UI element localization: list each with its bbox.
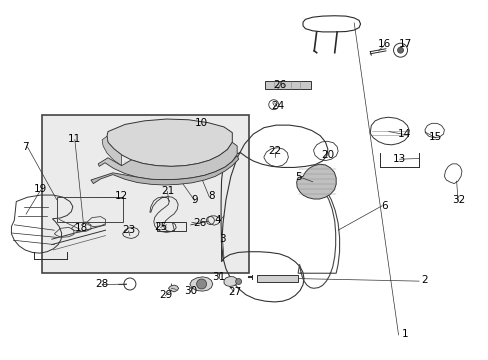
Text: 3: 3 [219,234,225,244]
Polygon shape [102,136,122,166]
Text: 17: 17 [398,40,411,49]
Polygon shape [107,119,232,166]
Bar [264,81,311,89]
Text: 12: 12 [115,191,128,201]
Text: 8: 8 [207,191,214,201]
Polygon shape [168,285,178,292]
Bar [42,116,249,273]
Text: 7: 7 [22,142,28,152]
Text: 23: 23 [122,225,135,235]
Circle shape [235,279,241,284]
Text: 25: 25 [154,222,167,231]
Text: 30: 30 [184,286,197,296]
Text: 11: 11 [68,135,81,144]
Text: 10: 10 [195,118,208,128]
Circle shape [397,47,403,53]
Text: 28: 28 [95,279,108,289]
Circle shape [196,279,206,289]
Polygon shape [296,164,335,199]
Polygon shape [98,142,237,180]
Text: 22: 22 [267,146,281,156]
Text: 4: 4 [214,215,221,225]
Text: 29: 29 [159,290,172,300]
Text: 31: 31 [212,272,225,282]
Polygon shape [189,277,212,291]
Text: 13: 13 [392,154,406,164]
Bar [157,222,185,231]
Polygon shape [224,276,237,287]
Text: 27: 27 [228,287,241,297]
Text: 24: 24 [270,102,284,112]
Text: 6: 6 [381,201,387,211]
Polygon shape [91,156,238,185]
Text: 26: 26 [272,80,285,90]
Text: 18: 18 [74,224,87,233]
Text: 19: 19 [34,184,47,194]
Bar [256,275,298,282]
Text: 14: 14 [397,129,410,139]
Text: 15: 15 [428,132,441,142]
Text: 21: 21 [161,186,174,196]
Text: 20: 20 [320,150,333,160]
Text: 2: 2 [421,275,427,285]
Text: 32: 32 [451,195,465,205]
Text: 9: 9 [191,195,198,205]
Text: 26: 26 [193,218,206,228]
Text: 16: 16 [378,40,391,49]
Text: 5: 5 [294,172,301,182]
Text: 1: 1 [401,329,408,339]
